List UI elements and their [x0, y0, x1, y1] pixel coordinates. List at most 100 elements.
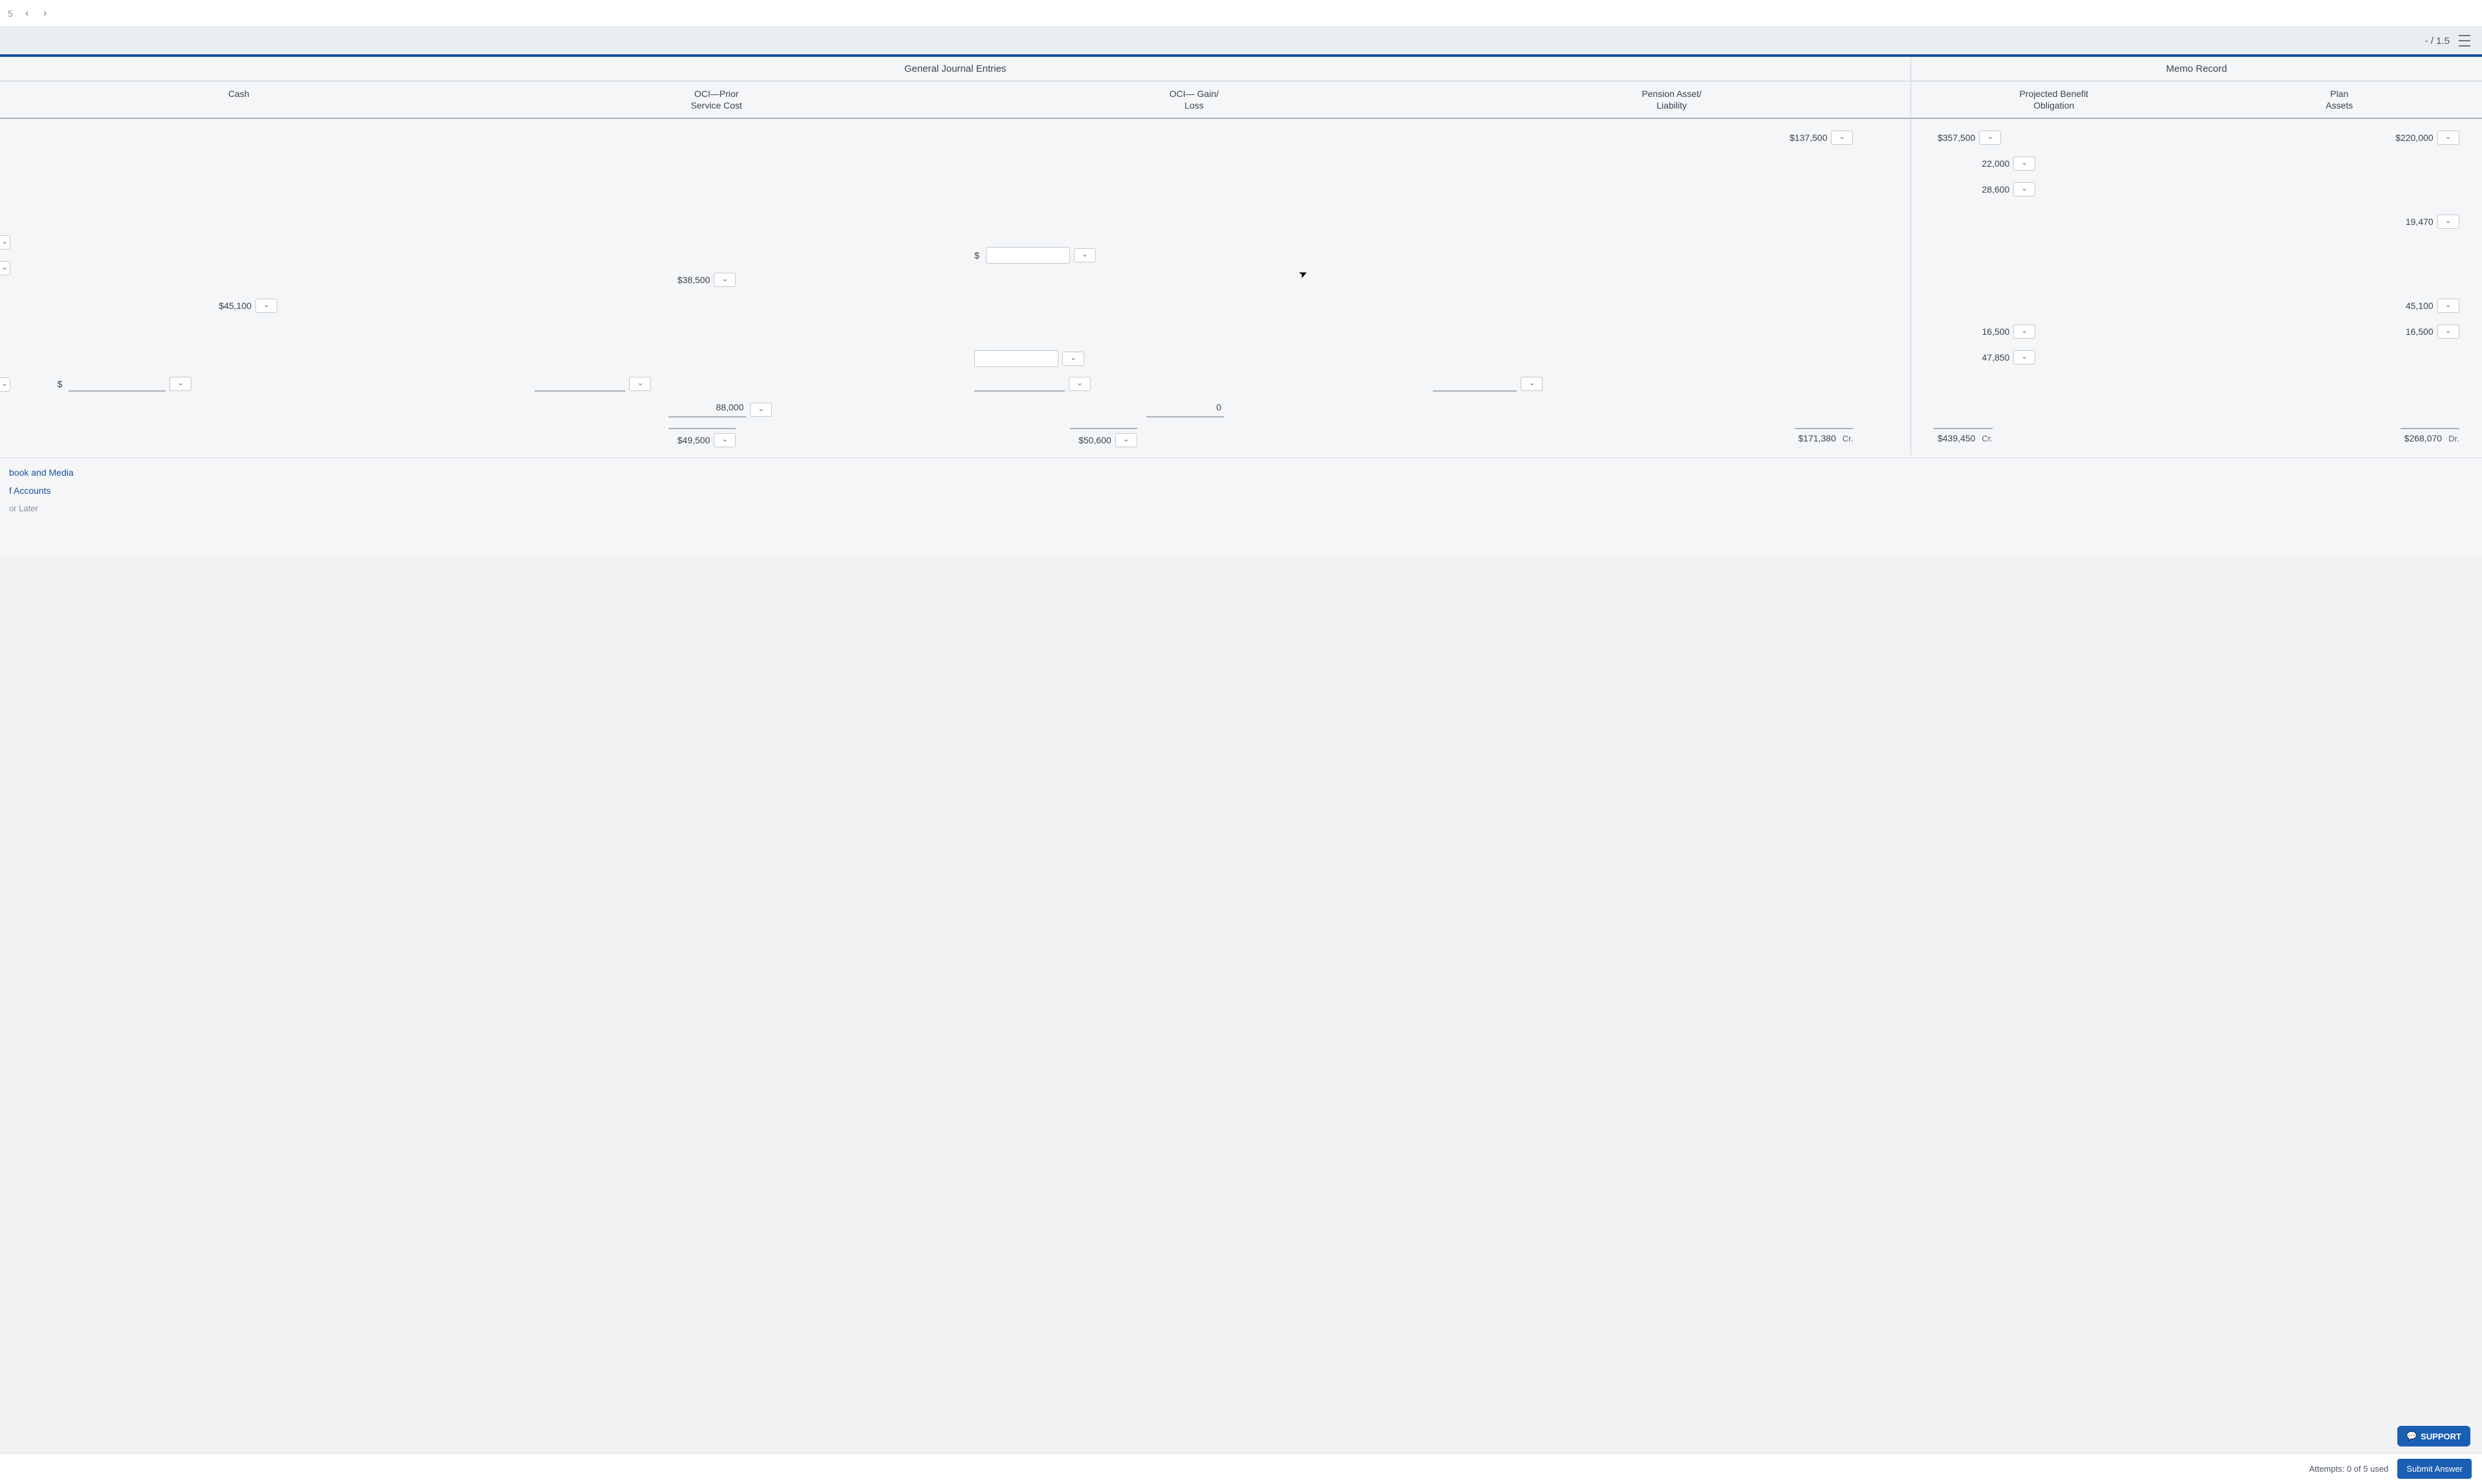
- submit-answer-button[interactable]: Submit Answer: [2397, 1459, 2472, 1479]
- pbo-16500-cell: 16,500: [1968, 324, 2035, 339]
- total-50600-cell: $50,600: [1070, 428, 1137, 447]
- pbo-total: $439,450: [1934, 433, 1975, 443]
- col-cash: Cash: [0, 81, 478, 118]
- pbo-total-suffix: Cr.: [1982, 434, 1993, 443]
- oci-prior-dd[interactable]: [714, 273, 736, 287]
- pbo-47850: 47,850: [1968, 352, 2009, 363]
- pa-19470: 19,470: [2392, 217, 2434, 227]
- memo-column-headers: Projected Benefit Obligation Plan Assets: [1911, 81, 2482, 119]
- pbo-47850-dd[interactable]: [2013, 350, 2035, 365]
- pension-summary-dd[interactable]: [1521, 377, 1543, 391]
- pension-summary-cell: [1433, 376, 1543, 392]
- oci-gain-summary-input[interactable]: [974, 376, 1065, 392]
- pbo-22000: 22,000: [1968, 158, 2009, 169]
- pension-start-cell: $137,500: [1786, 131, 1853, 145]
- oci-gain-input-2[interactable]: [974, 350, 1058, 367]
- oci-prior-value: $38,500: [669, 275, 710, 285]
- oci-prior-summary-dd[interactable]: [629, 377, 651, 391]
- cash-value: $45,100: [210, 301, 251, 311]
- pa-16500-cell: 16,500: [2392, 324, 2459, 339]
- pbo-28600: 28,600: [1968, 184, 2009, 195]
- dollar-sign: $: [974, 250, 979, 260]
- pbo-28600-dd[interactable]: [2013, 182, 2035, 196]
- total-50600-dd[interactable]: [1115, 433, 1137, 447]
- pbo-start-cell: $357,500: [1934, 131, 2001, 145]
- pa-16500: 16,500: [2392, 326, 2434, 337]
- oci-prior-cell: $38,500: [669, 273, 736, 287]
- oci-gain-dd-2[interactable]: [1062, 352, 1084, 366]
- pbo-47850-cell: 47,850: [1968, 350, 2035, 365]
- pension-start-dd[interactable]: [1831, 131, 1853, 145]
- cash-summary-input[interactable]: [69, 376, 166, 392]
- bottom-bar: Attempts: 0 of 5 used Submit Answer: [0, 1453, 2482, 1484]
- journal-grid: $137,500 $ $38,500 $45,100: [0, 119, 1910, 455]
- memo-area: Memo Record Projected Benefit Obligation…: [1911, 57, 2482, 455]
- pbo-16500-dd[interactable]: [2013, 324, 2035, 339]
- oci-gain-input[interactable]: [986, 247, 1070, 264]
- journal-column-headers: Cash OCI—Prior Service Cost OCI— Gain/ L…: [0, 81, 1910, 119]
- chat-icon: 💬: [2406, 1431, 2417, 1441]
- summary-input-row: $: [58, 376, 192, 392]
- dd-88000[interactable]: [750, 403, 772, 417]
- pa-45100-cell: 45,100: [2392, 299, 2459, 313]
- total-49500: $49,500: [669, 435, 710, 445]
- cash-dd[interactable]: [255, 299, 277, 313]
- memo-title: Memo Record: [1911, 57, 2482, 81]
- pa-19470-cell: 19,470: [2392, 215, 2459, 229]
- row-dd[interactable]: [0, 235, 10, 249]
- page-indicator: 5: [8, 8, 13, 19]
- top-nav-bar: 5 ‹ ›: [0, 0, 2482, 27]
- total-171380: $171,380: [1795, 433, 1836, 443]
- pa-16500-dd[interactable]: [2437, 324, 2459, 339]
- oci-gain-dd[interactable]: [1074, 248, 1096, 262]
- pa-45100-dd[interactable]: [2437, 299, 2459, 313]
- col-pension: Pension Asset/ Liability: [1433, 81, 1910, 118]
- val-88000: 88,000: [669, 402, 746, 418]
- cash-summary-dd[interactable]: [169, 377, 191, 391]
- link-book-media[interactable]: book and Media: [9, 463, 2473, 482]
- link-later[interactable]: or Later: [9, 500, 2473, 517]
- total-171380-cell: $171,380 Cr.: [1795, 428, 1854, 443]
- oci-prior-summary-input[interactable]: [535, 376, 625, 392]
- pa-19470-dd[interactable]: [2437, 215, 2459, 229]
- attempts-text: Attempts: 0 of 5 used: [2309, 1464, 2388, 1474]
- col-pbo: Projected Benefit Obligation: [1911, 81, 2196, 118]
- total-49500-cell: $49,500: [669, 428, 736, 447]
- dollar-sign: $: [58, 379, 63, 389]
- oci-gain-summary-cell: [974, 376, 1091, 392]
- mouse-cursor-icon: ➤: [1297, 266, 1311, 282]
- pa-start-cell: $220,000: [2392, 131, 2459, 145]
- footer-links: book and Media f Accounts or Later: [0, 458, 2482, 557]
- prev-button[interactable]: ‹: [18, 5, 36, 23]
- score-bar: - / 1.5: [0, 27, 2482, 57]
- pa-start: $220,000: [2392, 132, 2434, 143]
- pbo-start-dd[interactable]: [1979, 131, 2001, 145]
- journal-title: General Journal Entries: [0, 57, 1910, 81]
- pa-start-dd[interactable]: [2437, 131, 2459, 145]
- oci-gain-summary-dd[interactable]: [1069, 377, 1091, 391]
- pa-45100: 45,100: [2392, 301, 2434, 311]
- next-button[interactable]: ›: [36, 5, 54, 23]
- total-49500-dd[interactable]: [714, 433, 736, 447]
- link-accounts[interactable]: f Accounts: [9, 482, 2473, 500]
- support-button[interactable]: 💬 SUPPORT: [2397, 1426, 2470, 1447]
- col-oci-prior: OCI—Prior Service Cost: [478, 81, 956, 118]
- journal-area: General Journal Entries Cash OCI—Prior S…: [0, 57, 1911, 455]
- pension-summary-input[interactable]: [1433, 376, 1517, 392]
- pbo-22000-dd[interactable]: [2013, 156, 2035, 171]
- oci-prior-summary-cell: [535, 376, 651, 392]
- row-dd[interactable]: [0, 377, 10, 392]
- row-selector-column: [0, 119, 12, 455]
- oci-gain-input-row-2: [974, 350, 1084, 367]
- total-50600: $50,600: [1070, 435, 1111, 445]
- pbo-total-cell: $439,450 Cr.: [1934, 428, 1993, 443]
- row-0-cell: 0: [1146, 402, 1224, 418]
- pa-total-suffix: Dr.: [2448, 434, 2459, 443]
- col-plan-assets: Plan Assets: [2197, 81, 2482, 118]
- list-icon[interactable]: [2459, 35, 2470, 47]
- oci-gain-input-row: $: [974, 247, 1096, 264]
- pa-total-cell: $268,070 Dr.: [2401, 428, 2459, 443]
- score-text: - / 1.5: [2425, 36, 2450, 47]
- row-dd[interactable]: [0, 261, 10, 275]
- pension-start-value: $137,500: [1786, 132, 1827, 143]
